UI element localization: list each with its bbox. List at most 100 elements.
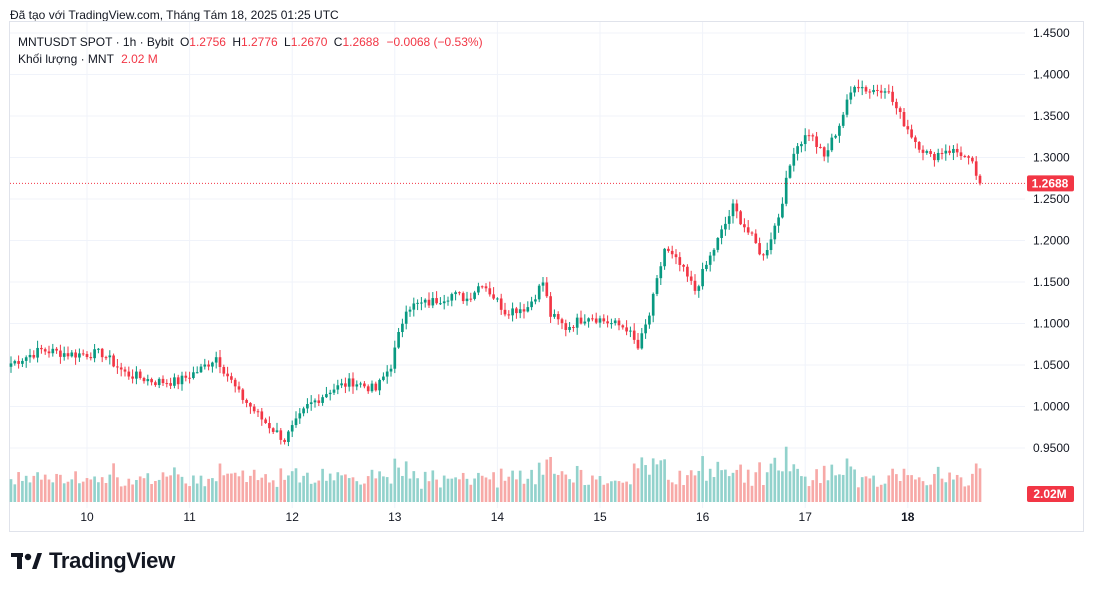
volume-bar: [233, 472, 237, 502]
volume-bar: [119, 486, 123, 502]
volume-bar: [40, 479, 43, 502]
candle-body: [328, 392, 332, 395]
volume-bar: [583, 485, 587, 502]
candle-body: [442, 301, 446, 304]
volume-bar: [146, 473, 150, 502]
volume-bar: [461, 472, 465, 502]
volume-bar: [404, 461, 408, 502]
candle-body: [686, 266, 689, 277]
volume-bar: [929, 484, 932, 502]
candle-body: [370, 383, 374, 392]
volume-bar: [579, 469, 583, 502]
volume-bar: [967, 485, 970, 502]
candle-body: [40, 347, 43, 350]
volume-bar: [807, 486, 811, 502]
volume-bar: [359, 484, 362, 502]
candle-body: [777, 217, 780, 226]
volume-bar: [830, 464, 834, 502]
price-axis: 1.4500 1.4000 1.3500 1.3000 1.2500 1.2000 1.15…: [1033, 26, 1070, 455]
volume-bar: [933, 473, 936, 502]
volume-bar: [13, 484, 17, 502]
volume-bar: [127, 478, 131, 502]
candle-body: [762, 254, 765, 256]
volume-bar: [750, 485, 754, 502]
candle-body: [423, 299, 427, 303]
volume-bar: [374, 478, 378, 502]
volume-bar: [545, 459, 549, 502]
volume-bar: [252, 469, 256, 502]
candle-body: [507, 314, 511, 316]
candle-body: [933, 154, 936, 161]
candle-body: [146, 379, 150, 382]
candle-body: [940, 152, 944, 154]
volume-bar: [948, 472, 951, 502]
time-axis: 10 11 12 13 14 15 16 17 18: [80, 510, 914, 524]
candle-body: [355, 384, 359, 387]
volume-bar: [860, 477, 864, 502]
candle-body: [161, 378, 165, 384]
volume-bar: [575, 465, 579, 502]
candle-body: [594, 318, 598, 323]
volume-bar: [693, 475, 697, 502]
candle-body: [819, 146, 822, 148]
candle-body: [439, 303, 442, 305]
volume-bar: [214, 481, 218, 502]
time-tick-label: 10: [80, 510, 94, 524]
volume-label[interactable]: Khối lượng · MNT: [18, 52, 114, 66]
brand-name: TradingView: [49, 548, 175, 573]
volume-bar: [891, 468, 894, 502]
volume-bar: [17, 472, 20, 502]
candle-body: [484, 286, 488, 289]
candle-body: [89, 357, 93, 359]
candle-body: [549, 296, 552, 317]
volume-bar: [838, 474, 841, 502]
candle-body: [815, 136, 818, 147]
candle-body: [967, 156, 970, 158]
volume-bar: [534, 484, 537, 502]
candle-body: [66, 353, 70, 357]
volume-bar: [955, 474, 959, 502]
candle-body: [746, 227, 750, 233]
volume-bar: [473, 478, 476, 502]
symbol-label[interactable]: MNTUSDT SPOT · 1h · Bybit: [18, 35, 174, 49]
volume-bar: [302, 475, 305, 502]
volume-bar: [306, 472, 309, 502]
tradingview-logo[interactable]: TradingView: [11, 548, 175, 574]
candle-body: [173, 377, 176, 386]
volume-bar: [366, 476, 370, 502]
candle-body: [978, 175, 982, 184]
last-price-markers: 1.2688 2.02M: [10, 175, 1074, 502]
candle-body: [499, 298, 503, 310]
candle-body: [636, 339, 640, 349]
candle-body: [131, 376, 134, 379]
candle-body: [667, 248, 670, 251]
volume-bar: [268, 482, 271, 502]
volume-bar: [800, 476, 803, 502]
candle-body: [222, 367, 226, 374]
candle-body: [537, 285, 541, 300]
candle-body: [325, 394, 328, 398]
candle-body: [705, 264, 708, 269]
volume-bar: [161, 472, 165, 502]
volume-bar: [902, 468, 906, 502]
volume-bar: [480, 475, 484, 502]
candle-body: [454, 292, 457, 295]
candle-body: [522, 309, 526, 312]
volume-bar: [651, 458, 655, 502]
volume-bar: [507, 476, 511, 502]
candle-body: [724, 223, 727, 230]
volume-bar: [283, 479, 286, 502]
ohlc-legend: MNTUSDT SPOT · 1h · Bybit O1.2756 H1.277…: [18, 35, 483, 49]
candle-body: [511, 308, 514, 316]
volume-bar: [974, 463, 978, 502]
candle-body: [735, 203, 739, 212]
volume-bar: [222, 475, 226, 502]
volume-bar: [249, 475, 252, 502]
price-tick-label: 1.3500: [1033, 109, 1070, 123]
candle-body: [154, 382, 157, 386]
candle-body: [857, 86, 860, 89]
candle-body: [876, 89, 879, 91]
volume-bar: [279, 468, 283, 502]
candle-body: [670, 250, 674, 255]
